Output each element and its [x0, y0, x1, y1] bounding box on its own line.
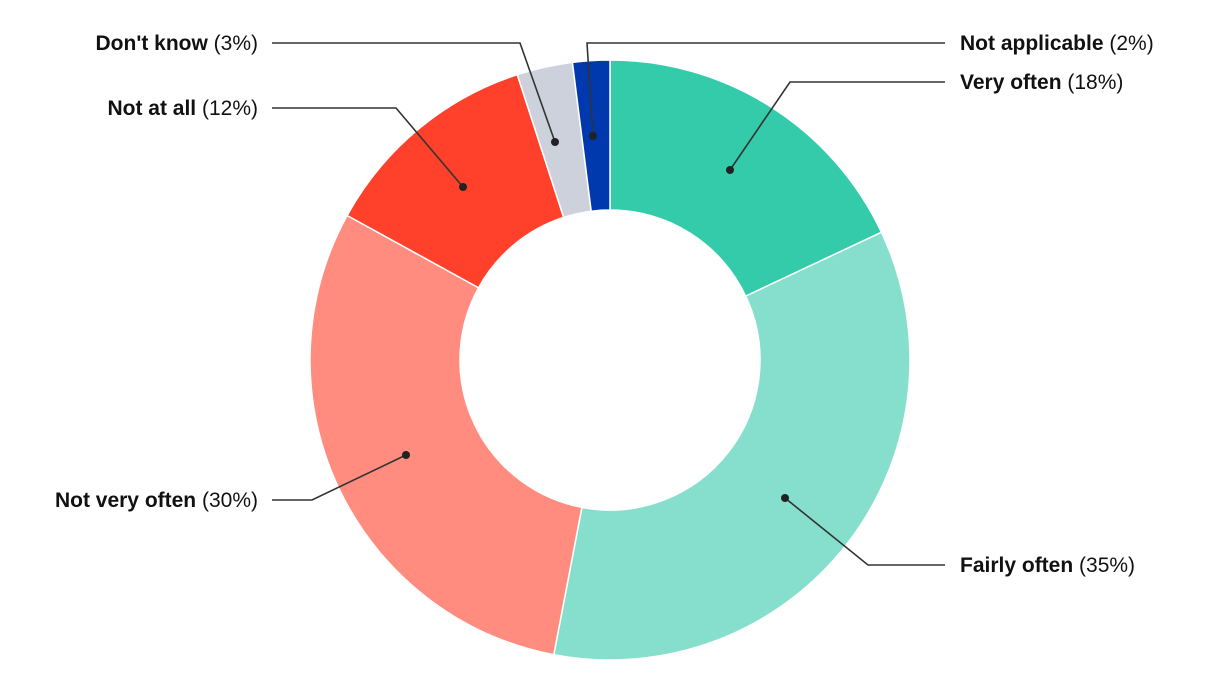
label-name: Not applicable — [960, 32, 1104, 55]
label-fairly-often: Fairly often (35%) — [960, 554, 1135, 577]
anchor-dot-not-applicable — [589, 132, 597, 140]
leader-line-not-at-all — [272, 107, 464, 188]
anchor-dot-very-often — [726, 166, 734, 174]
leader-lines — [272, 42, 945, 566]
label-name: Don't know — [96, 32, 209, 55]
leader-line-fairly-often — [784, 497, 945, 566]
slice-not-very-often — [309, 214, 583, 656]
slice-very-often — [609, 59, 883, 298]
label-percent: (30%) — [196, 489, 258, 512]
label-not-applicable: Not applicable (2%) — [960, 32, 1154, 55]
label-not-very-often: Not very often (30%) — [55, 489, 258, 512]
label-name: Not at all — [107, 97, 196, 120]
label-percent: (2%) — [1104, 32, 1154, 55]
slice-labels: Very often (18%) Fairly often (35%) Not ve… — [55, 32, 1154, 577]
label-percent: (18%) — [1062, 71, 1124, 94]
anchor-dot-fairly-often — [781, 494, 789, 502]
label-percent: (12%) — [196, 97, 258, 120]
anchor-dot-not-very-often — [402, 451, 410, 459]
label-percent: (35%) — [1073, 554, 1135, 577]
donut-slices — [309, 59, 911, 661]
leader-line-don-t-know — [272, 42, 556, 143]
label-percent: (3%) — [208, 32, 258, 55]
leader-line-very-often — [729, 81, 945, 171]
label-very-often: Very often (18%) — [960, 71, 1123, 94]
label-name: Not very often — [55, 489, 196, 512]
anchor-dot-not-at-all — [459, 183, 467, 191]
slice-fairly-often — [552, 231, 911, 661]
label-name: Very often — [960, 71, 1062, 94]
leader-line-not-very-often — [272, 454, 407, 501]
leader-line-not-applicable — [586, 42, 945, 137]
label-not-at-all: Not at all (12%) — [107, 97, 258, 120]
anchor-dot-don-t-know — [551, 138, 559, 146]
label-don-t-know: Don't know (3%) — [96, 32, 259, 55]
label-name: Fairly often — [960, 554, 1073, 577]
